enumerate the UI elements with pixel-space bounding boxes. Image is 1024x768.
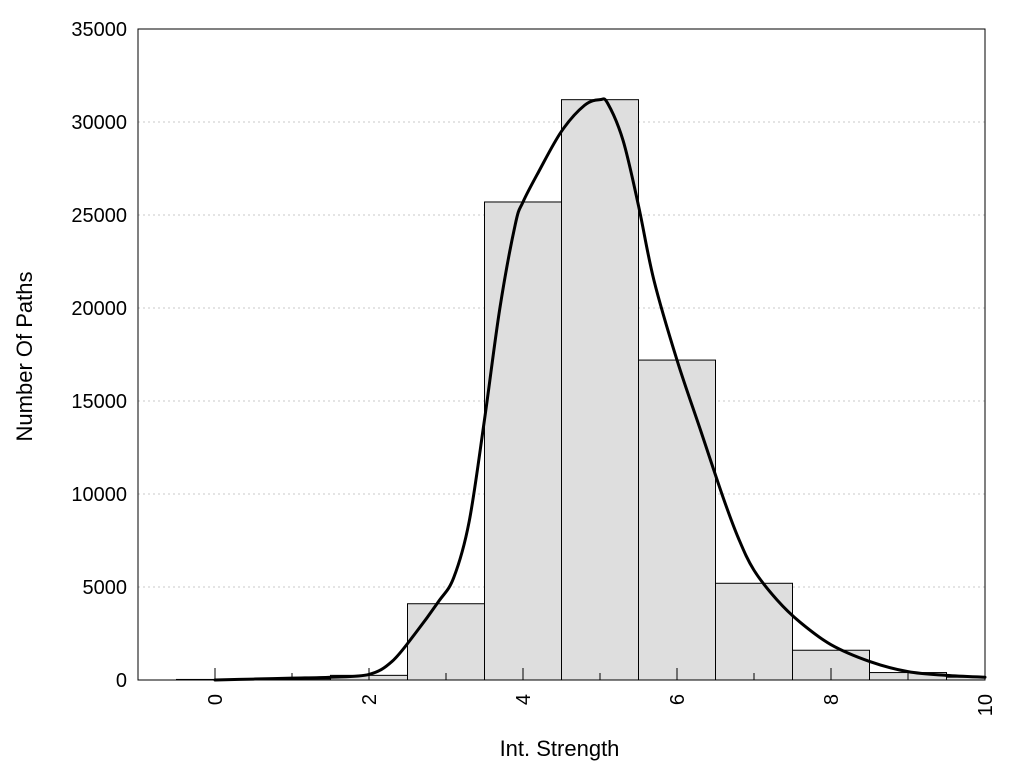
y-tick-label-4: 20000 bbox=[71, 298, 127, 320]
y-tick-label-6: 30000 bbox=[71, 112, 127, 134]
x-tick-label-5: 10 bbox=[975, 694, 997, 716]
y-tick-label-1: 5000 bbox=[83, 577, 128, 599]
y-axis-ticks: 0 5000 10000 15000 20000 25000 30000 35000 bbox=[71, 19, 127, 692]
y-tick-label-0: 0 bbox=[116, 670, 127, 692]
y-tick-label-2: 10000 bbox=[71, 484, 127, 506]
x-tick-label-4: 8 bbox=[821, 694, 843, 705]
x-tick-label-2: 4 bbox=[513, 694, 535, 705]
y-axis-label: Number Of Paths bbox=[12, 272, 37, 442]
x-axis-ticks: 0 2 4 6 8 10 bbox=[205, 668, 997, 716]
density-curve bbox=[213, 97, 987, 682]
histogram-bars bbox=[176, 99, 986, 681]
x-tick-label-0: 0 bbox=[205, 694, 227, 705]
histogram-bar-6 bbox=[638, 359, 716, 681]
x-tick-label-1: 2 bbox=[359, 694, 381, 705]
x-axis-label: Int. Strength bbox=[500, 736, 620, 761]
density-curve-layer bbox=[213, 97, 987, 682]
histogram-bar-3 bbox=[407, 603, 485, 681]
y-tick-label-5: 25000 bbox=[71, 205, 127, 227]
x-tick-label-3: 6 bbox=[667, 694, 689, 705]
histogram-bar-5 bbox=[561, 99, 639, 681]
y-tick-label-3: 15000 bbox=[71, 391, 127, 413]
histogram-bar-7 bbox=[715, 582, 793, 681]
y-tick-label-7: 35000 bbox=[71, 19, 127, 41]
histogram-bar-4 bbox=[484, 201, 562, 681]
gridlines bbox=[138, 121, 985, 588]
plot-frame bbox=[137, 28, 986, 681]
